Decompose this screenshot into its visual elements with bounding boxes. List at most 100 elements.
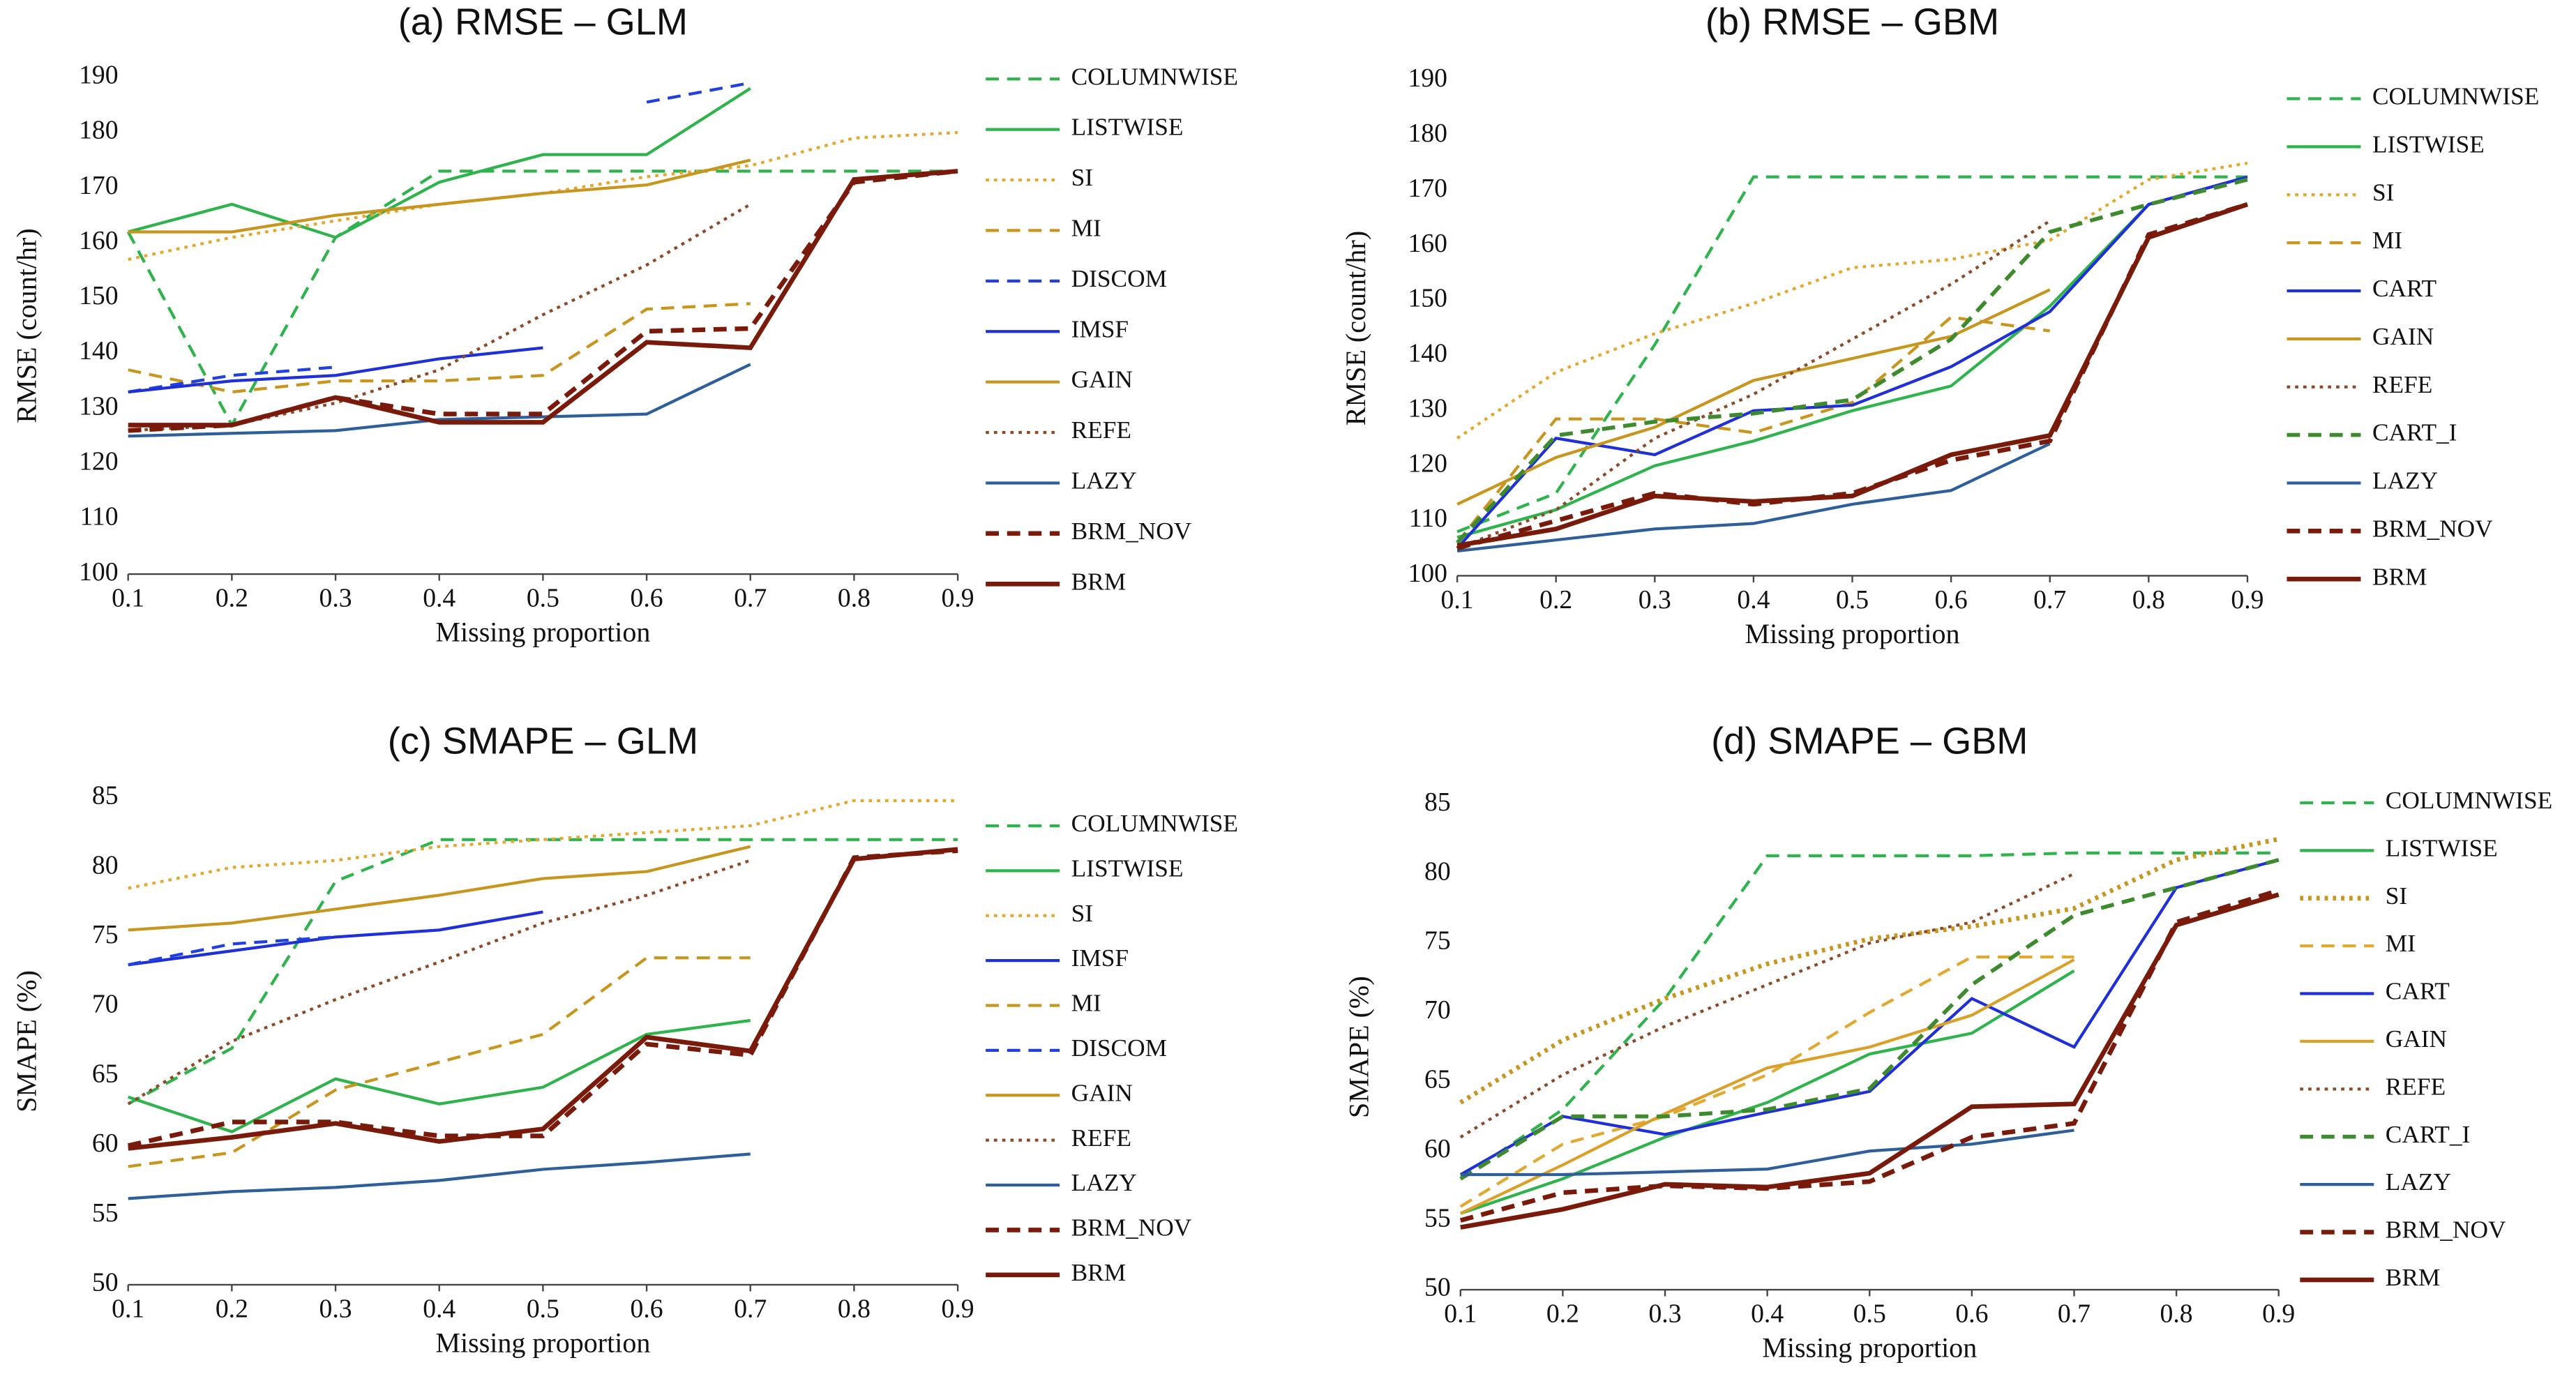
legend-label: SI [1071,163,1093,191]
y-tick-label: 50 [1424,1273,1451,1302]
x-tick-label: 0.2 [1546,1299,1579,1328]
x-tick-label: 0.8 [2132,585,2165,614]
y-tick-label: 55 [92,1198,119,1228]
legend-label: CART_I [2386,1120,2471,1148]
y-tick-label: 85 [92,781,119,810]
series-line [128,158,751,234]
x-tick-label: 0.3 [1639,585,1671,614]
legend-label: BRM [2372,562,2427,590]
series-line [128,935,336,967]
chart-title: (a) RMSE – GLM [398,1,688,43]
x-tick-label: 0.6 [1935,585,1968,614]
x-tick-label: 0.4 [1737,585,1770,614]
legend-label: MI [1071,214,1101,242]
x-tick-label: 0.6 [631,583,663,612]
y-tick-label: 160 [79,226,118,255]
series-line [1460,970,2075,1215]
legend-label: CART [2386,977,2450,1005]
series-line [128,203,751,432]
y-tick-label: 160 [1408,229,1447,258]
series-line [1459,872,2075,1139]
x-tick-label: 0.2 [1539,585,1572,614]
series-line [128,956,751,1168]
series-line [1456,177,2248,545]
legend-label: GAIN [1071,1078,1133,1106]
x-tick-label: 0.3 [1648,1299,1681,1328]
x-tick-label: 0.7 [734,583,767,612]
series-line [128,169,958,428]
y-tick-label: 75 [92,920,119,949]
legend-label: BRM_NOV [1071,1214,1192,1242]
y-tick-label: 120 [1408,448,1447,478]
legend-label: MI [1071,989,1101,1017]
x-tick-label: 0.9 [942,1294,974,1323]
legend-label: GAIN [2372,322,2434,350]
chart-title: (c) SMAPE – GLM [388,720,698,762]
series-line [127,859,751,1106]
x-tick-label: 0.4 [1751,1299,1784,1328]
chart-title: (b) RMSE – GBM [1705,1,1999,43]
panel: (b) RMSE – GBM 100 110 120 130 140 150 160 170 18… [1340,1,2539,649]
x-tick-label: 0.1 [112,1294,144,1323]
legend-label: BRM_NOV [2372,514,2493,542]
series-line [128,1018,751,1133]
x-axis-label: Missing proportion [435,617,650,648]
legend-label: MI [2386,929,2416,957]
legend-label: LAZY [1071,1168,1137,1196]
legend-label: BRM_NOV [2386,1216,2506,1244]
y-tick-label: 60 [92,1129,119,1158]
x-tick-label: 0.9 [942,583,974,612]
x-tick-label: 0.6 [631,1294,663,1323]
series-line [1460,1129,2074,1177]
x-tick-label: 0.4 [423,583,455,612]
series-line [128,1152,751,1200]
legend-label: SI [1071,899,1093,927]
y-tick-label: 140 [1408,339,1447,368]
legend-label: DISCOM [1071,1034,1167,1062]
y-tick-label: 190 [1408,63,1447,93]
series-line [1456,219,2051,550]
y-axis-label: RMSE (count/hr) [1340,231,1371,425]
legend-label: CART [2372,274,2436,302]
y-tick-label: 170 [79,171,118,200]
legend-label: REFE [1071,1124,1131,1152]
legend-label: IMSF [1071,944,1129,972]
panel: (a) RMSE – GLM 100 110 120 130 140 150 160 170 18… [11,1,1238,648]
x-axis-label: Missing proportion [1745,618,1960,649]
y-tick-label: 85 [1424,787,1451,817]
y-tick-label: 80 [92,850,119,880]
y-tick-label: 70 [1424,995,1451,1025]
legend-label: MI [2372,226,2402,254]
y-tick-label: 50 [92,1268,119,1297]
series-line [128,363,751,438]
y-tick-label: 180 [1408,119,1447,148]
y-tick-label: 110 [80,502,118,531]
y-tick-label: 70 [92,990,119,1019]
series-line [128,302,751,394]
legend-label: LISTWISE [1071,854,1184,882]
x-axis-label: Missing proportion [435,1327,650,1358]
x-axis-label: Missing proportion [1762,1332,1977,1363]
legend-label: LISTWISE [2386,834,2498,861]
series-line [1459,836,2280,1105]
chart-title: (d) SMAPE – GBM [1711,720,2028,762]
series-line [1459,955,2074,1208]
legend-label: COLUMNWISE [2372,82,2539,110]
y-tick-label: 60 [1424,1134,1451,1163]
y-axis-label: RMSE (count/hr) [11,228,43,423]
series-line [1459,958,2075,1215]
x-tick-label: 0.4 [423,1294,455,1323]
x-tick-label: 0.5 [527,583,559,612]
x-tick-label: 0.5 [527,1294,559,1323]
legend-label: LAZY [2386,1168,2451,1196]
series-line [128,130,958,262]
series-line [1456,161,2248,440]
legend-label: COLUMNWISE [1071,809,1238,837]
x-tick-label: 0.5 [1853,1299,1886,1328]
x-tick-label: 0.5 [1836,585,1869,614]
legend-label: SI [2372,178,2394,206]
x-tick-label: 0.8 [838,1294,871,1323]
legend-label: REFE [1071,416,1131,444]
x-tick-label: 0.2 [216,1294,248,1323]
y-tick-label: 180 [79,116,118,145]
